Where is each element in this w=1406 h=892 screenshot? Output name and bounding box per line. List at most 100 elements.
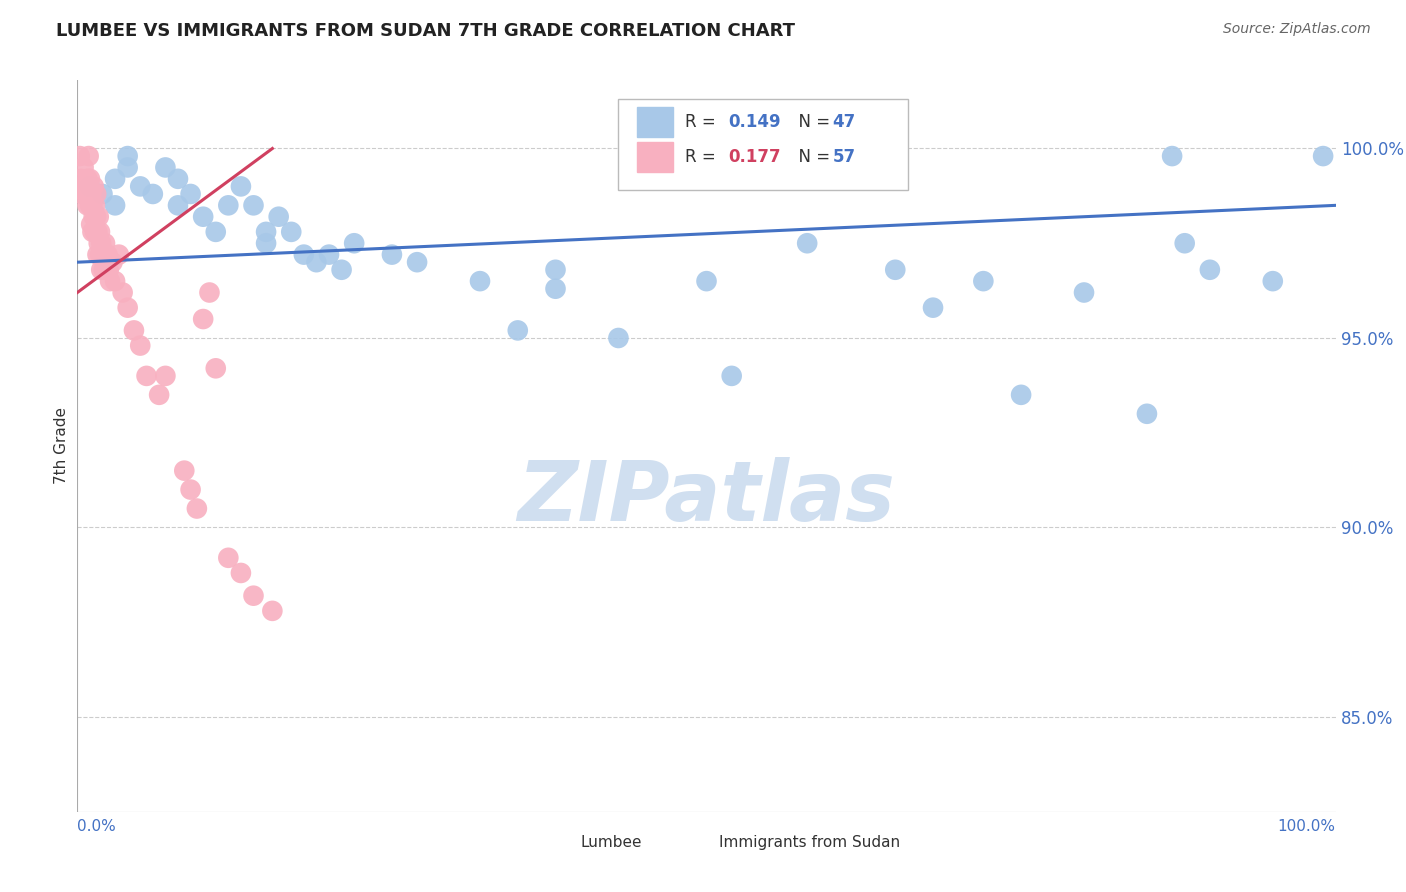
- Point: [406, 255, 429, 269]
- Point: [292, 247, 315, 261]
- Point: [1010, 388, 1032, 402]
- Point: [1261, 274, 1284, 288]
- Point: [104, 198, 127, 212]
- Point: [796, 236, 818, 251]
- Point: [468, 274, 491, 288]
- Point: [167, 198, 190, 212]
- Point: [155, 161, 177, 175]
- Text: N =: N =: [789, 148, 835, 166]
- Y-axis label: 7th Grade: 7th Grade: [53, 408, 69, 484]
- Point: [129, 338, 152, 352]
- Point: [135, 368, 157, 383]
- Text: 100.0%: 100.0%: [1278, 819, 1336, 834]
- Point: [83, 210, 105, 224]
- Point: [242, 589, 264, 603]
- Point: [696, 274, 718, 288]
- Point: [229, 179, 252, 194]
- FancyBboxPatch shape: [537, 828, 572, 857]
- Point: [148, 388, 170, 402]
- FancyBboxPatch shape: [673, 828, 709, 857]
- Point: [117, 301, 139, 315]
- Point: [262, 604, 284, 618]
- Point: [191, 210, 215, 224]
- Point: [1136, 407, 1159, 421]
- Point: [720, 368, 742, 383]
- Point: [101, 255, 124, 269]
- Point: [89, 225, 111, 239]
- Point: [96, 247, 118, 261]
- Point: [91, 247, 114, 261]
- Point: [343, 236, 366, 251]
- Point: [70, 171, 93, 186]
- Point: [1199, 262, 1222, 277]
- Point: [305, 255, 328, 269]
- Point: [108, 247, 131, 261]
- Point: [217, 550, 239, 565]
- Point: [1312, 149, 1334, 163]
- Point: [267, 210, 290, 224]
- Point: [191, 312, 215, 326]
- Point: [86, 225, 108, 239]
- Text: 0.0%: 0.0%: [77, 819, 117, 834]
- Point: [75, 186, 97, 201]
- Point: [167, 171, 190, 186]
- Point: [544, 262, 567, 277]
- Point: [93, 262, 115, 277]
- Point: [180, 483, 202, 497]
- Point: [104, 274, 127, 288]
- Text: R =: R =: [685, 148, 721, 166]
- Text: N =: N =: [789, 113, 835, 131]
- Point: [242, 198, 264, 212]
- FancyBboxPatch shape: [637, 143, 672, 171]
- Point: [79, 171, 101, 186]
- Text: Source: ZipAtlas.com: Source: ZipAtlas.com: [1223, 22, 1371, 37]
- Point: [544, 282, 567, 296]
- Point: [86, 247, 108, 261]
- Point: [80, 217, 103, 231]
- Text: Lumbee: Lumbee: [581, 835, 643, 850]
- Point: [76, 171, 98, 186]
- Point: [69, 149, 91, 163]
- Point: [89, 247, 111, 261]
- Point: [922, 301, 945, 315]
- Point: [80, 186, 103, 201]
- Point: [1073, 285, 1095, 300]
- Point: [91, 186, 114, 201]
- Point: [506, 323, 529, 337]
- Point: [84, 225, 107, 239]
- Point: [381, 247, 404, 261]
- Point: [318, 247, 340, 261]
- Point: [79, 179, 101, 194]
- Text: 47: 47: [832, 113, 856, 131]
- Point: [155, 368, 177, 383]
- Point: [73, 179, 96, 194]
- Point: [122, 323, 145, 337]
- Point: [254, 236, 277, 251]
- Point: [84, 186, 107, 201]
- Point: [204, 361, 226, 376]
- Point: [330, 262, 353, 277]
- Point: [84, 210, 107, 224]
- Point: [280, 225, 302, 239]
- Point: [254, 225, 277, 239]
- Point: [72, 161, 94, 175]
- Point: [1174, 236, 1197, 251]
- Point: [117, 149, 139, 163]
- Point: [72, 186, 94, 201]
- Point: [111, 285, 134, 300]
- Text: 57: 57: [832, 148, 855, 166]
- Point: [98, 274, 121, 288]
- FancyBboxPatch shape: [619, 99, 908, 190]
- Point: [77, 149, 100, 163]
- Point: [117, 161, 139, 175]
- Point: [607, 331, 630, 345]
- Point: [142, 186, 165, 201]
- Point: [972, 274, 994, 288]
- Point: [217, 198, 239, 212]
- Point: [90, 262, 112, 277]
- Point: [87, 236, 110, 251]
- Point: [83, 179, 105, 194]
- Point: [198, 285, 221, 300]
- Point: [884, 262, 907, 277]
- Point: [77, 179, 100, 194]
